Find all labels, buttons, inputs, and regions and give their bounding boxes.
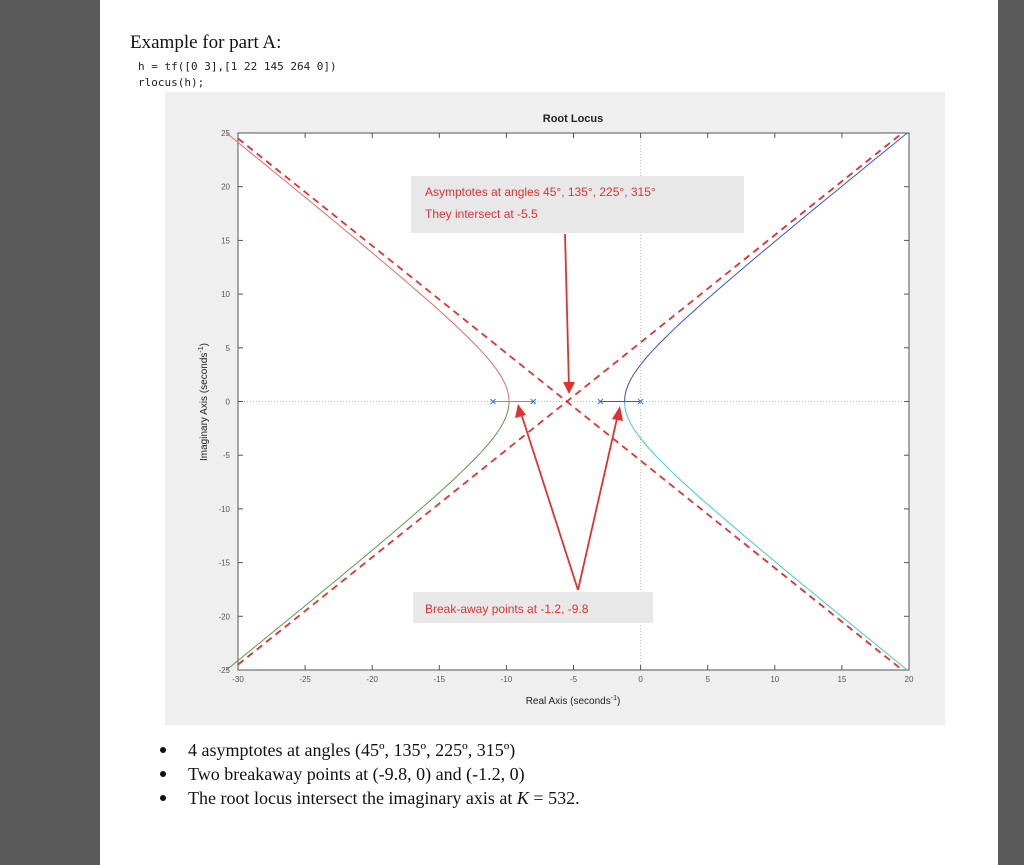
locus-branch-upper-right — [624, 132, 908, 402]
breakaway-arrow-right — [577, 413, 619, 591]
list-item: Two breakaway points at (-9.8, 0) and (-… — [160, 762, 580, 786]
x-tick-label: -20 — [366, 675, 378, 684]
y-tick-label: -5 — [223, 451, 231, 460]
x-tick-label: 0 — [638, 675, 643, 684]
x-tick-label: -25 — [299, 675, 311, 684]
document-title: Example for part A: — [130, 32, 282, 53]
y-tick-label: -15 — [218, 559, 230, 568]
y-tick-label: 0 — [226, 398, 231, 407]
breakaway-arrowhead-right — [612, 406, 623, 421]
y-tick-label: -25 — [218, 666, 230, 675]
x-tick-label: 5 — [705, 675, 710, 684]
y-tick-label: 10 — [221, 290, 230, 299]
y-tick-label: -10 — [218, 505, 230, 514]
pole-marker — [490, 398, 496, 405]
breakaway-annotation-text: Break-away points at -1.2, -9.8 — [425, 602, 589, 616]
breakaway-arrow-left — [519, 409, 579, 591]
list-item: 4 asymptotes at angles (45º, 135º, 225º,… — [160, 738, 580, 762]
asymptote-line — [237, 137, 903, 671]
list-item: The root locus intersect the imaginary a… — [160, 786, 580, 810]
pole-marker — [637, 398, 644, 405]
asymptote-annotation-box — [411, 176, 744, 233]
gain-value: = 532. — [528, 788, 580, 808]
x-tick-label: -10 — [501, 675, 513, 684]
x-tick-label: -30 — [232, 675, 244, 684]
locus-branch-lower-right — [624, 401, 908, 671]
root-locus-figure: Root Locus -30 -25 -20 -15 -10 -5 0 5 10 15 20 25 20… — [165, 92, 945, 725]
breakaway-arrowhead-left — [515, 404, 526, 418]
y-tick-label: 5 — [226, 344, 231, 353]
asymptote-annotation-line-2: They intersect at -5.5 — [425, 207, 538, 221]
y-tick-label: 25 — [221, 129, 230, 138]
pole-marker — [530, 398, 537, 405]
asymptote-line — [237, 132, 903, 666]
x-tick-label: -15 — [434, 675, 446, 684]
x-tick-label: 10 — [770, 675, 779, 684]
y-axis-label: Imaginary Axis (seconds-1) — [198, 343, 210, 461]
asymptote-arrowhead — [563, 382, 575, 394]
summary-list: 4 asymptotes at angles (45º, 135º, 225º,… — [160, 738, 580, 810]
breakaway-annotation-box — [413, 592, 653, 623]
y-tick-label: -20 — [218, 612, 230, 621]
x-axis-label: Real Axis (seconds-1) — [526, 695, 621, 707]
y-tick-label: 20 — [221, 183, 230, 192]
x-tick-label: 15 — [837, 675, 846, 684]
list-item-text: The root locus intersect the imaginary a… — [188, 788, 517, 808]
chart-title: Root Locus — [543, 113, 604, 125]
pole-marker — [597, 398, 604, 405]
asymptote-annotation-line-1: Asymptotes at angles 45°, 135°, 225°, 31… — [425, 185, 656, 199]
root-locus-chart: Root Locus -30 -25 -20 -15 -10 -5 0 5 10 15 202520… — [198, 113, 914, 707]
code-line-2: rlocus(h); — [138, 76, 205, 89]
locus-branch-upper-left — [226, 132, 510, 402]
x-tick-label: 20 — [905, 675, 914, 684]
gain-symbol: K — [516, 788, 529, 808]
y-tick-label: 15 — [221, 236, 230, 245]
asymptote-arrow — [564, 233, 570, 389]
x-tick-label: -5 — [570, 675, 578, 684]
document-page: Example for part A: h = tf([0 3],[1 22 1… — [100, 0, 998, 865]
locus-branch-lower-left — [226, 401, 510, 671]
code-line-1: h = tf([0 3],[1 22 145 264 0]) — [138, 60, 337, 73]
